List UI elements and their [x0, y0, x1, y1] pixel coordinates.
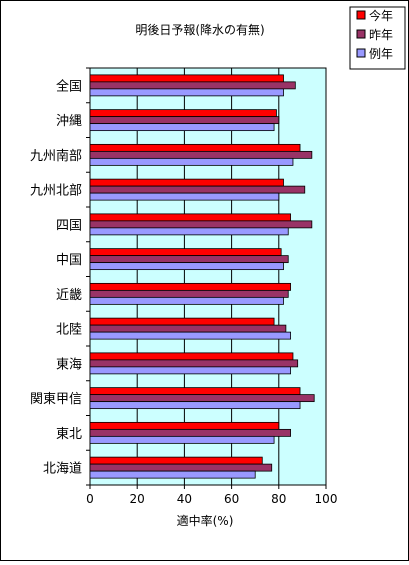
category-label: 北海道: [43, 462, 82, 477]
category-label: 九州北部: [30, 184, 82, 199]
bar: [89, 88, 284, 97]
bar: [89, 470, 256, 479]
bar: [89, 352, 294, 361]
bar: [89, 428, 292, 437]
legend-swatch: [356, 48, 366, 58]
category-label: 関東甲信: [30, 391, 82, 407]
bar: [89, 317, 275, 326]
bar: [89, 289, 289, 298]
legend-label: 例年: [369, 47, 393, 61]
bar: [89, 248, 282, 257]
bar: [89, 387, 301, 396]
bar: [89, 150, 313, 159]
bar: [89, 213, 292, 222]
bar: [89, 435, 275, 444]
bar: [89, 331, 292, 340]
bar: [89, 192, 280, 201]
bar: [89, 366, 292, 375]
category-label: 九州南部: [30, 148, 82, 164]
bar: [89, 116, 280, 125]
bar: [89, 463, 273, 472]
bar: [89, 185, 306, 194]
bar: [89, 74, 284, 83]
category-label: 全国: [56, 78, 82, 94]
category-label: 北陸: [56, 322, 82, 338]
legend-label: 昨年: [369, 28, 393, 42]
bar: [89, 296, 284, 305]
bar: [89, 81, 296, 90]
bar: [89, 109, 277, 118]
bar: [89, 359, 299, 368]
category-label: 四国: [56, 218, 82, 233]
legend-label: 今年: [369, 8, 393, 23]
bar: [89, 324, 287, 333]
legend-swatch: [356, 10, 366, 20]
bar: [89, 262, 284, 271]
plot-background: [89, 67, 327, 486]
x-tick-label: 40: [177, 492, 192, 506]
bar: [89, 401, 301, 410]
x-tick-label: 100: [315, 492, 338, 506]
x-tick-label: 0: [86, 492, 94, 506]
legend-swatch: [356, 29, 366, 39]
category-label: 沖縄: [56, 114, 82, 129]
category-label: 中国: [56, 253, 82, 268]
bar: [89, 456, 263, 465]
x-tick-label: 80: [271, 492, 286, 506]
bar: [89, 394, 315, 403]
category-label: 近畿: [56, 288, 82, 303]
bar: [89, 255, 289, 264]
category-label: 東海: [56, 356, 82, 372]
bar: [89, 143, 301, 152]
bar: [89, 421, 280, 430]
x-tick-label: 20: [130, 492, 145, 506]
bar: [89, 123, 275, 132]
bar: [89, 220, 313, 229]
x-tick-label: 60: [224, 492, 239, 506]
bar: [89, 282, 292, 291]
category-label: 東北: [56, 426, 82, 442]
chart-title: 明後日予報(降水の有無): [135, 22, 264, 37]
bar: [89, 227, 289, 236]
bar: [89, 178, 284, 187]
bar: [89, 157, 294, 166]
plot-area: 0 20 40 60 80 100 全国沖縄九州南部九州北部四国中国近畿北陸東海関東甲信東北…: [30, 67, 338, 506]
x-axis-label: 適中率(%): [177, 513, 234, 528]
